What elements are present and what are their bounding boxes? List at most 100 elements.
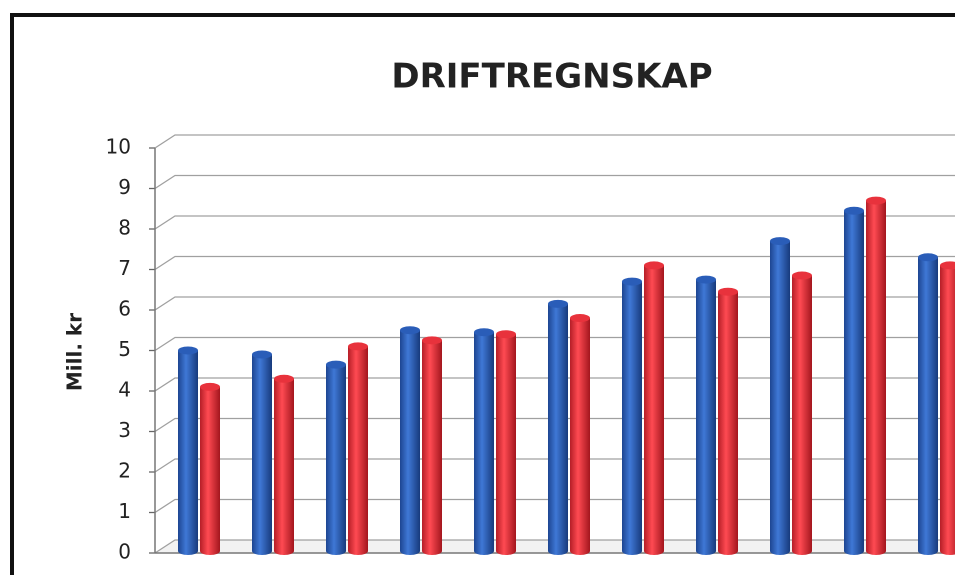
bar-base [696,547,716,555]
bar [474,328,494,555]
bar [400,326,420,555]
bar-base [718,547,738,555]
bar [644,261,664,555]
bar-top [770,237,790,246]
bar-top [866,196,886,205]
y-tick-label: 3 [118,418,131,442]
y-tick-label: 8 [118,216,131,240]
bar-base [644,547,664,555]
bar [178,346,198,555]
bar-body [496,334,516,551]
bar-base [348,547,368,555]
bar-base [200,547,220,555]
bar-top [548,299,568,308]
grid-line [154,255,955,271]
y-tick-label: 4 [118,378,131,402]
bar-body [200,386,220,551]
y-tick-label: 10 [106,135,131,159]
bar-body [548,303,568,551]
bar [696,275,716,555]
bar [792,271,812,555]
grid-line [154,134,955,149]
bar-base [422,547,442,555]
bar-top [644,261,664,270]
bar-top [400,326,420,335]
bar [348,342,368,555]
y-tick-label: 7 [118,256,131,280]
bar-body [940,265,955,551]
bar-body [696,279,716,551]
y-tick-label: 2 [118,459,131,483]
bar-top [422,336,442,345]
bar-body [622,281,642,551]
bar-base [548,547,568,555]
y-tick-label: 6 [118,297,131,321]
bar-base [252,547,272,555]
bar-top [918,253,938,262]
bar-top [718,287,738,296]
bar-body [252,354,272,551]
bar-body [718,291,738,551]
bar-top [622,277,642,286]
y-tick-label: 1 [118,499,131,523]
bar-body [770,241,790,551]
bar-body [178,350,198,551]
bar [274,374,294,555]
bar-base [474,547,494,555]
y-axis-label: Mill. kr [63,313,87,391]
bar-base [178,547,198,555]
bar-body [792,275,812,551]
bar-body [570,318,590,551]
bar [866,196,886,555]
bar [548,299,568,555]
y-tick-label: 0 [118,540,131,564]
y-tick-label: 9 [118,175,131,199]
bar-top [940,261,955,270]
bar [622,277,642,555]
bar-body [644,265,664,551]
bar-base [940,547,955,555]
bar [770,237,790,555]
bar-top [326,360,346,369]
chart-title: DRIFTREGNSKAP [391,57,712,97]
bar-base [326,547,346,555]
bar-top [844,206,864,215]
bar-top [348,342,368,351]
bar-base [274,547,294,555]
bar-body [400,330,420,551]
bar [326,360,346,555]
bar-top [252,350,272,359]
bar-top [178,346,198,355]
bar-base [866,547,886,555]
grid-line [154,174,955,190]
bar-body [866,200,886,551]
bar-top [792,271,812,280]
bar-top [474,328,494,337]
bar-body [326,364,346,551]
bar-base [844,547,864,555]
bar-body [918,257,938,551]
bar-base [622,547,642,555]
bar-base [918,547,938,555]
bar-top [200,382,220,391]
bar [844,206,864,555]
bar [496,330,516,555]
bar [918,253,938,555]
bar [718,287,738,555]
bar-base [792,547,812,555]
bar [940,261,955,555]
bar-body [348,346,368,551]
bar-top [570,314,590,323]
bar [570,314,590,555]
bar-body [844,210,864,551]
bar-body [274,378,294,551]
bar [252,350,272,555]
bar-top [696,275,716,284]
bar [422,336,442,555]
bar-base [570,547,590,555]
bar-base [496,547,516,555]
grid-line [154,215,955,230]
bar-top [496,330,516,339]
